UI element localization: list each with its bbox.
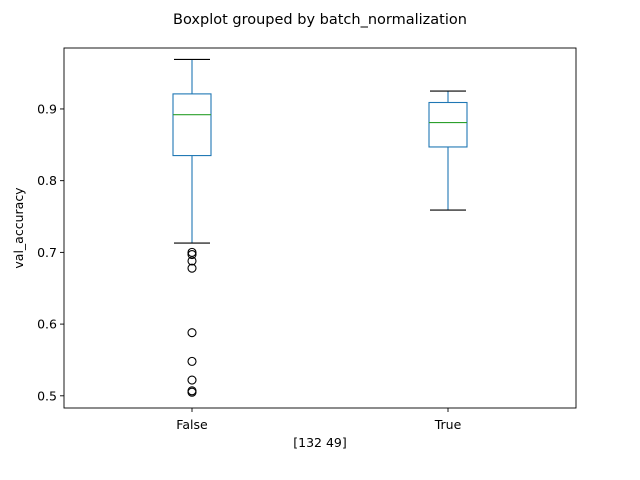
outlier-point: [187, 256, 197, 266]
y-axis-label: val_accuracy: [11, 187, 26, 269]
outlier-point: [187, 263, 197, 273]
outlier-point: [187, 328, 197, 338]
iqr-box: [172, 93, 212, 157]
y-tick-label: 0.8: [37, 173, 57, 188]
y-tick-label: 0.5: [37, 388, 57, 403]
x-axis: False True: [176, 408, 462, 432]
box-group-true: [428, 90, 468, 211]
outlier-point: [187, 387, 197, 397]
x-tick-label: False: [176, 417, 208, 432]
chart-title: Boxplot grouped by batch_normalization: [173, 12, 467, 28]
outlier-point: [187, 375, 197, 385]
y-tick-label: 0.6: [37, 317, 57, 332]
x-axis-label: [132 49]: [293, 435, 347, 450]
y-axis: 0.5 0.6 0.7 0.8 0.9: [37, 101, 64, 403]
axes-frame: [63, 47, 577, 409]
y-tick-label: 0.9: [37, 101, 57, 116]
box-group-false: [172, 58, 212, 397]
iqr-box: [428, 101, 468, 148]
outlier-point: [187, 249, 197, 260]
outlier-point: [187, 356, 197, 366]
y-tick-label: 0.7: [37, 245, 57, 260]
plot-area: [172, 58, 468, 397]
x-tick-label: True: [434, 417, 462, 432]
